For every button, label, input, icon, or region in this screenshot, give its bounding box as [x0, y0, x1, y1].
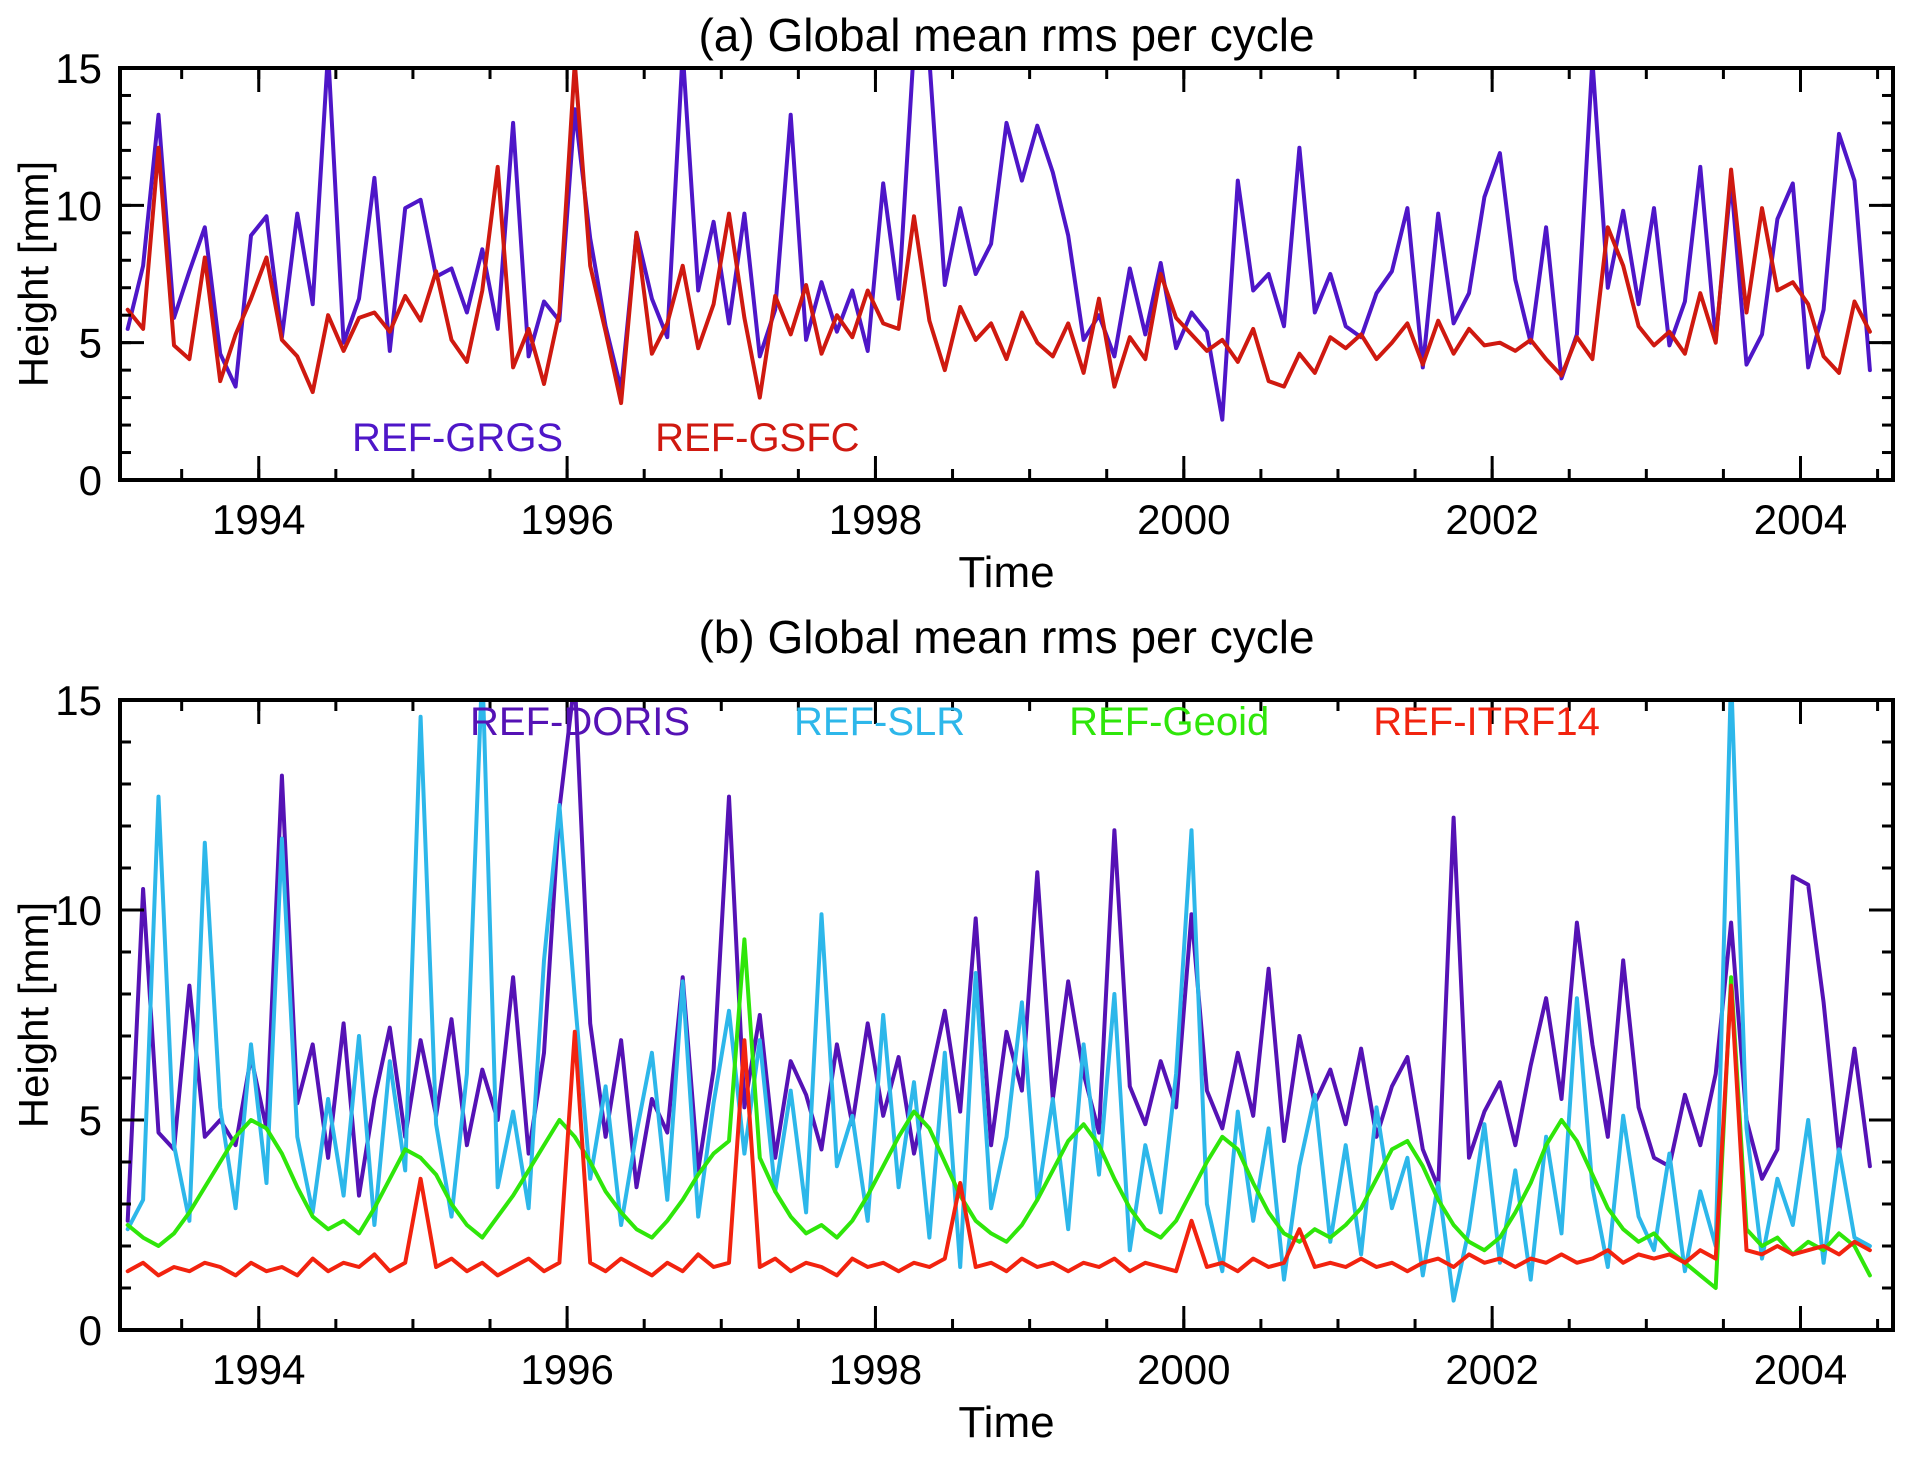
legend-item-ref-grgs: REF-GRGS: [352, 416, 564, 460]
svg-text:15: 15: [55, 677, 102, 724]
legend-item-ref-geoid: REF-Geoid: [1069, 700, 1270, 744]
svg-text:1996: 1996: [520, 1346, 613, 1393]
svg-text:2004: 2004: [1754, 1346, 1847, 1393]
panel-b-canvas: 1994 1996 1998 2000 2002 2004 0 5 10 15: [55, 677, 1895, 1393]
svg-text:1996: 1996: [520, 496, 613, 543]
svg-text:5: 5: [79, 320, 102, 367]
svg-text:2004: 2004: [1754, 496, 1847, 543]
svg-text:2000: 2000: [1137, 496, 1230, 543]
panel-a-title: (a) Global mean rms per cycle: [698, 9, 1315, 61]
panel-b-legend: REF-DORIS REF-SLR REF-Geoid REF-ITRF14: [470, 700, 1600, 745]
svg-text:15: 15: [55, 45, 102, 92]
svg-text:10: 10: [55, 182, 102, 229]
svg-text:1994: 1994: [212, 496, 305, 543]
panel-b-y-axis-label: Height [mm]: [10, 901, 57, 1129]
legend-item-ref-doris: REF-DORIS: [470, 700, 690, 744]
svg-text:10: 10: [55, 887, 102, 934]
svg-text:0: 0: [79, 1307, 102, 1354]
svg-text:2002: 2002: [1445, 496, 1538, 543]
panel-b-x-axis-label: Time: [958, 1398, 1055, 1447]
panel-b-title: (b) Global mean rms per cycle: [698, 611, 1315, 663]
svg-text:2002: 2002: [1445, 1346, 1538, 1393]
svg-text:0: 0: [79, 457, 102, 504]
svg-text:5: 5: [79, 1097, 102, 1144]
panel-a-legend: REF-GRGS REF-GSFC: [352, 416, 860, 461]
svg-text:1998: 1998: [829, 496, 922, 543]
legend-item-ref-gsfc: REF-GSFC: [655, 416, 860, 460]
svg-text:2000: 2000: [1137, 1346, 1230, 1393]
svg-text:1994: 1994: [212, 1346, 305, 1393]
panel-a-x-axis-label: Time: [958, 548, 1055, 597]
legend-item-ref-itrf14: REF-ITRF14: [1373, 700, 1600, 744]
svg-text:1998: 1998: [829, 1346, 922, 1393]
panel-a-y-axis-label: Height [mm]: [10, 160, 57, 388]
legend-item-ref-slr: REF-SLR: [794, 700, 966, 744]
panel-a-canvas: 1994 1996 1998 2000 2002 2004 0 5 10 15: [55, 45, 1895, 543]
